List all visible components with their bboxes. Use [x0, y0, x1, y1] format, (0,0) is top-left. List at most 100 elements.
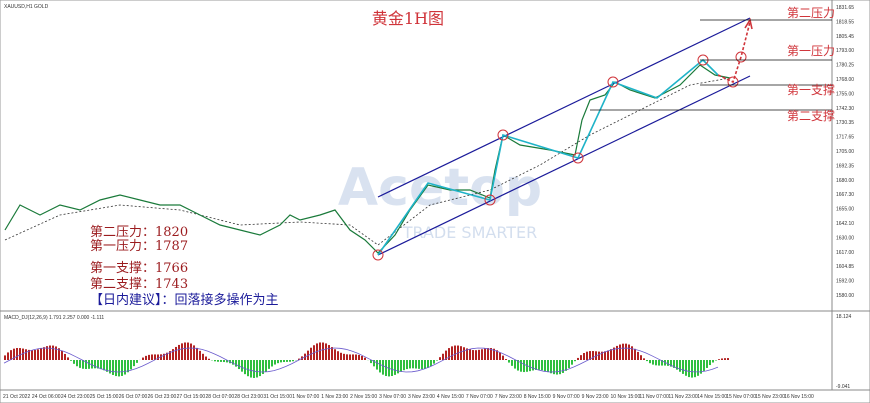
macd-bar [481, 349, 483, 360]
time-tick: 15 Nov 07:00 [726, 394, 756, 400]
macd-bar [172, 349, 174, 360]
macd-bar [61, 350, 63, 360]
axes: 1831.65 1818.55 1805.45 1793.00 1780.25 1768.… [3, 5, 854, 400]
macd-bar [208, 358, 210, 360]
level-label: 第二压力 [787, 6, 835, 20]
macd-bar [223, 360, 225, 363]
macd-bottom: -9.041 [836, 384, 850, 390]
macd-bar [283, 360, 285, 363]
macd-bar [436, 360, 438, 361]
macd-bar [421, 360, 423, 370]
price-tick: 1655.00 [836, 207, 854, 213]
advice: 【日内建议】：回落接多操作为主 [90, 292, 279, 308]
macd-bar [217, 360, 219, 362]
time-tick: 11 Nov 23:00 [668, 394, 698, 400]
time-tick: 1 Nov 23:00 [321, 394, 348, 400]
macd-bar [517, 360, 519, 371]
macd-bar [235, 360, 237, 367]
macd-bar [94, 360, 96, 369]
macd-bar [712, 360, 714, 363]
time-tick: 15 Nov 23:00 [755, 394, 785, 400]
macd-bar [415, 360, 417, 369]
watermark-slogan: TRADE SMARTER [402, 223, 538, 242]
macd-bar [364, 357, 366, 360]
macd-bar [127, 360, 129, 373]
macd-bar [439, 357, 441, 360]
time-tick: 26 Oct 23:00 [148, 394, 177, 400]
macd-bar [349, 354, 351, 360]
macd-bar [31, 350, 33, 360]
price-tick: 1680.00 [836, 178, 854, 184]
level-label: 第一支撑 [787, 82, 835, 97]
macd-bar [16, 348, 18, 360]
macd-bar [706, 360, 708, 368]
macd-bar [154, 354, 156, 360]
macd-bar [187, 342, 189, 360]
macd-bar [247, 360, 249, 377]
macd-bar [109, 360, 111, 374]
macd-bar [724, 358, 726, 360]
macd-bar [55, 346, 57, 360]
macd-bar [715, 360, 717, 361]
macd-bar [52, 345, 54, 360]
macd-top: 18.124 [836, 314, 852, 320]
macd-bar [133, 360, 135, 367]
macd-bar [121, 360, 123, 376]
macd-bar [115, 360, 117, 377]
time-tick: 25 Oct 15:00 [90, 394, 119, 400]
note-line: 第二压力：1820 [90, 225, 188, 240]
macd-bar [43, 347, 45, 360]
macd-bar [37, 349, 39, 360]
macd-bar [85, 360, 87, 370]
level-lines [590, 19, 832, 111]
macd-bar [433, 360, 435, 364]
macd-bar [322, 342, 324, 360]
time-tick: 16 Nov 15:00 [784, 394, 814, 400]
macd-bar [490, 348, 492, 360]
time-tick: 28 Oct 07:00 [206, 394, 235, 400]
price-tick: 1805.45 [836, 34, 854, 40]
macd-bar [646, 360, 648, 362]
macd-bar [418, 360, 420, 369]
macd-bar [262, 360, 264, 374]
macd-bar [508, 360, 510, 363]
macd-bar [649, 360, 651, 364]
macd-bar [529, 360, 531, 372]
macd-bar [334, 349, 336, 360]
macd-bar [169, 351, 171, 360]
macd-bar [130, 360, 132, 370]
macd-bar [505, 359, 507, 360]
macd-bar [616, 345, 618, 360]
macd-bar [451, 346, 453, 360]
price-tick: 1755.00 [836, 91, 854, 97]
time-tick: 28 Oct 23:00 [234, 394, 263, 400]
macd-bar [340, 352, 342, 360]
macd-bar [643, 358, 645, 360]
macd-bar [382, 360, 384, 375]
macd-bar [583, 353, 585, 360]
macd-bar [445, 350, 447, 360]
macd-bar [658, 360, 660, 366]
macd-bar [196, 347, 198, 360]
macd-bar [652, 360, 654, 365]
macd-bar [148, 354, 150, 360]
macd-bar [391, 360, 393, 377]
macd-bar [4, 355, 6, 360]
macd-bar [718, 359, 720, 360]
time-tick: 3 Nov 23:00 [408, 394, 435, 400]
level-label: 第二支撑 [787, 108, 835, 123]
time-tick: 11 Nov 07:00 [639, 394, 669, 400]
macd-bar [175, 346, 177, 360]
macd-bar [727, 358, 729, 360]
note-line: 第二支撑：1743 [90, 277, 188, 292]
macd-bar [22, 348, 24, 360]
price-tick: 1604.85 [836, 264, 854, 270]
macd-bar [259, 360, 261, 377]
macd-label: MACD_DJ(12,26,9) 1.791 2.257 0.000 -1.11… [4, 315, 104, 321]
macd-bar [430, 360, 432, 367]
macd-bar [220, 360, 222, 362]
macd-histogram [3, 342, 729, 378]
level-label: 第一压力 [787, 44, 835, 58]
macd-bar [565, 360, 567, 371]
macd-bar [478, 349, 480, 360]
